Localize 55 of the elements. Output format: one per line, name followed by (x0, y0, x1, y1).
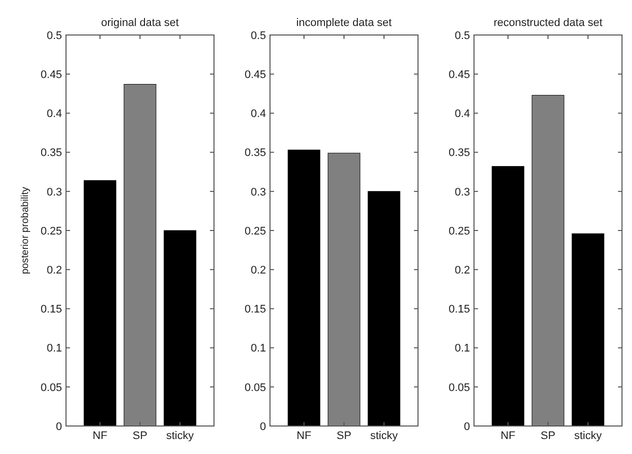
y-tick-label: 0.2 (46, 264, 62, 276)
chart-title: reconstructed data set (494, 17, 602, 29)
y-tick-label: 0 (56, 420, 62, 433)
bar (368, 191, 400, 426)
x-tick-label: SP (336, 430, 352, 442)
y-tick-label: 0.1 (46, 342, 62, 355)
y-tick-label: 0.3 (454, 186, 470, 198)
x-tick-label: NF (92, 430, 108, 442)
x-tick-label: sticky (166, 430, 194, 442)
y-tick-label: 0.5 (454, 30, 470, 42)
y-tick-label: 0.35 (40, 147, 62, 160)
chart-title: incomplete data set (296, 17, 392, 29)
y-tick-label: 0 (260, 420, 266, 433)
y-tick-label: 0.25 (448, 225, 470, 238)
y-tick-label: 0.5 (250, 30, 266, 42)
bar (84, 180, 116, 426)
y-tick-label: 0.4 (46, 108, 62, 120)
x-tick-label: SP (540, 430, 556, 442)
bar (572, 233, 604, 426)
y-tick-label: 0.4 (454, 108, 470, 120)
y-tick-label: 0.45 (244, 68, 266, 81)
y-tick-label: 0.15 (448, 304, 470, 316)
y-tick-label: 0.05 (40, 382, 62, 394)
y-tick-label: 0.45 (448, 68, 470, 81)
y-tick-label: 0 (464, 420, 470, 433)
bar (532, 94, 564, 426)
y-tick-label: 0.05 (244, 382, 266, 394)
bar (124, 84, 156, 426)
y-tick-label: 0.5 (46, 30, 62, 42)
y-tick-label: 0.2 (250, 264, 266, 276)
y-tick-label: 0.1 (250, 342, 266, 355)
x-tick-label: SP (132, 430, 148, 442)
bar (328, 152, 360, 426)
y-tick-label: 0.4 (250, 108, 266, 120)
y-tick-label: 0.25 (244, 225, 266, 238)
y-tick-label: 0.15 (244, 304, 266, 316)
y-axis-title: posterior probability (20, 186, 31, 274)
y-tick-label: 0.15 (40, 304, 62, 316)
y-tick-label: 0.2 (454, 264, 470, 276)
y-tick-label: 0.3 (46, 186, 62, 198)
x-tick-label: NF (296, 430, 312, 442)
bar (164, 230, 196, 426)
y-tick-label: 0.25 (40, 225, 62, 238)
y-tick-label: 0.45 (40, 68, 62, 81)
bar (492, 166, 524, 426)
chart-title: original data set (101, 17, 179, 29)
x-tick-label: NF (500, 430, 516, 442)
y-tick-label: 0.35 (244, 147, 266, 160)
y-tick-label: 0.35 (448, 147, 470, 160)
y-tick-label: 0.05 (448, 382, 470, 394)
x-tick-label: sticky (574, 430, 602, 442)
y-tick-label: 0.1 (454, 342, 470, 355)
y-tick-label: 0.3 (250, 186, 266, 198)
x-tick-label: sticky (370, 430, 398, 442)
bar (288, 150, 320, 426)
